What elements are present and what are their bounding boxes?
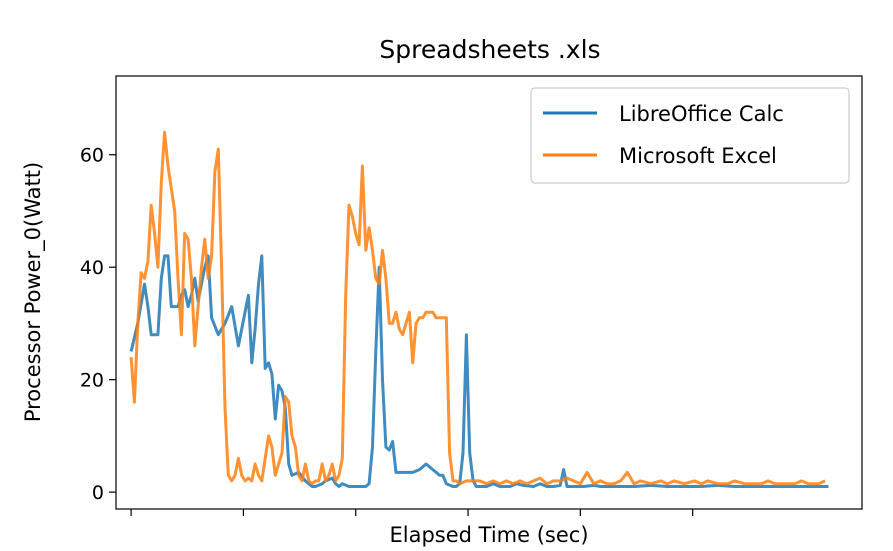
series-line-libreoffice-calc bbox=[129, 254, 829, 488]
legend-label-libreoffice: LibreOffice Calc bbox=[619, 102, 784, 126]
chart-title: Spreadsheets .xls bbox=[379, 35, 600, 64]
tick-layer: 0 20 40 60 bbox=[80, 145, 694, 516]
series-layer bbox=[129, 130, 829, 488]
legend: LibreOffice Calc Microsoft Excel bbox=[530, 87, 850, 184]
y-tick-label: 20 bbox=[80, 370, 104, 392]
plot-frame bbox=[115, 75, 863, 510]
x-axis-title: Elapsed Time (sec) bbox=[389, 523, 588, 547]
y-tick-label: 0 bbox=[92, 482, 104, 504]
y-tick-label: 60 bbox=[80, 145, 104, 167]
legend-label-excel: Microsoft Excel bbox=[619, 144, 777, 168]
series-line-microsoft-excel bbox=[129, 130, 826, 486]
y-tick-label: 40 bbox=[80, 257, 104, 279]
legend-frame bbox=[530, 87, 850, 184]
y-axis-title: Processor Power_0(Watt) bbox=[21, 162, 46, 422]
